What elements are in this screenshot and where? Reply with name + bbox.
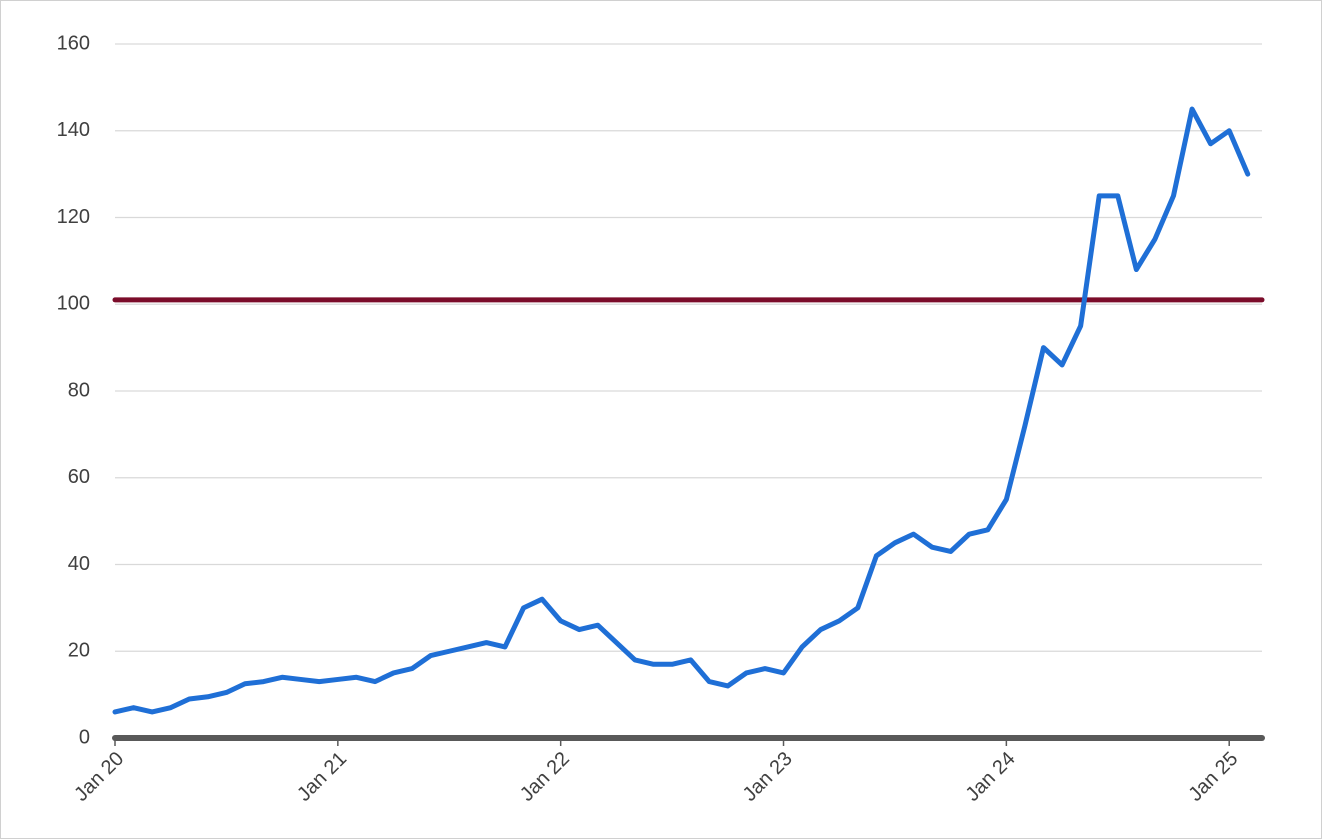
y-tick-label: 20	[68, 640, 90, 662]
y-tick-label: 100	[57, 293, 90, 315]
y-tick-label: 140	[57, 119, 90, 141]
y-tick-label: 80	[68, 379, 90, 401]
y-tick-label: 40	[68, 553, 90, 575]
y-tick-label: 0	[79, 726, 90, 748]
price-line	[112, 106, 1251, 715]
y-tick-label: 60	[68, 466, 90, 488]
y-tick-label: 160	[57, 32, 90, 54]
y-tick-label: 120	[57, 206, 90, 228]
